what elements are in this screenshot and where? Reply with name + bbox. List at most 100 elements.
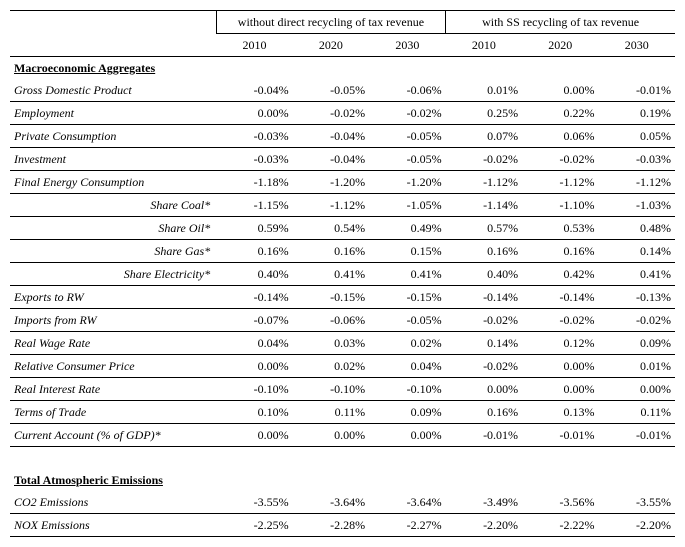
table-cell: -0.10% (216, 378, 292, 401)
table-cell: 0.16% (446, 240, 522, 263)
table-cell: 0.16% (293, 240, 369, 263)
group-header-2: with SS recycling of tax revenue (446, 11, 675, 34)
row-label: Employment (10, 102, 216, 125)
table-cell: -3.49% (446, 491, 522, 514)
row-label: Share Oil* (10, 217, 216, 240)
row-label: Share Electricity* (10, 263, 216, 286)
row-label: Exports to RW (10, 286, 216, 309)
table-cell: 0.41% (369, 263, 445, 286)
row-label: Relative Consumer Price (10, 355, 216, 378)
row-label: Terms of Trade (10, 401, 216, 424)
row-label: Imports from RW (10, 309, 216, 332)
table-cell: 0.02% (369, 332, 445, 355)
table-cell: 0.00% (369, 424, 445, 447)
table-cell: -1.15% (216, 194, 292, 217)
table-cell: -1.18% (216, 171, 292, 194)
table-cell: -1.05% (369, 194, 445, 217)
table-cell: 0.22% (522, 102, 598, 125)
table-cell: -0.02% (522, 309, 598, 332)
table-cell: -0.13% (599, 286, 675, 309)
table-cell: 0.01% (599, 355, 675, 378)
table-cell: 0.41% (599, 263, 675, 286)
table-cell: -2.28% (293, 514, 369, 537)
table-cell: -1.20% (369, 171, 445, 194)
table-cell: 0.57% (446, 217, 522, 240)
table-cell: 0.12% (522, 332, 598, 355)
table-cell: -0.02% (599, 309, 675, 332)
table-cell: -0.10% (293, 378, 369, 401)
table-cell: 0.04% (216, 332, 292, 355)
table-cell: 0.02% (293, 355, 369, 378)
table-cell: -0.02% (522, 148, 598, 171)
table-cell: 0.42% (522, 263, 598, 286)
table-cell: 0.04% (369, 355, 445, 378)
table-cell: -0.01% (599, 424, 675, 447)
table-cell: -0.05% (293, 79, 369, 102)
year-header: 2030 (599, 34, 675, 57)
table-cell: -3.64% (369, 491, 445, 514)
table-cell: -2.25% (216, 514, 292, 537)
year-header: 2020 (522, 34, 598, 57)
table-cell: 0.01% (446, 79, 522, 102)
table-cell: -2.27% (369, 514, 445, 537)
table-cell: 0.49% (369, 217, 445, 240)
table-cell: 0.16% (522, 240, 598, 263)
table-cell: -0.07% (216, 309, 292, 332)
table-cell: 0.00% (293, 424, 369, 447)
table-cell: -0.14% (522, 286, 598, 309)
blank-cell (10, 11, 216, 34)
table-cell: -1.14% (446, 194, 522, 217)
year-header: 2030 (369, 34, 445, 57)
table-cell: 0.15% (369, 240, 445, 263)
table-cell: -1.12% (522, 171, 598, 194)
table-cell: -0.03% (216, 148, 292, 171)
table-cell: -0.02% (369, 102, 445, 125)
table-cell: 0.00% (522, 355, 598, 378)
table-cell: 0.03% (293, 332, 369, 355)
table-cell: -3.55% (599, 491, 675, 514)
row-label: Real Interest Rate (10, 378, 216, 401)
table-cell: -0.02% (446, 309, 522, 332)
table-cell: 0.00% (522, 378, 598, 401)
table-cell: 0.19% (599, 102, 675, 125)
year-header: 2010 (446, 34, 522, 57)
table-cell: 0.00% (216, 102, 292, 125)
section-title-macro: Macroeconomic Aggregates (10, 57, 216, 80)
row-label: CO2 Emissions (10, 491, 216, 514)
table-cell: -3.55% (216, 491, 292, 514)
table-cell: -0.03% (216, 125, 292, 148)
row-label: Gross Domestic Product (10, 79, 216, 102)
table-cell: -1.12% (293, 194, 369, 217)
table-cell: -0.14% (446, 286, 522, 309)
group-header-1: without direct recycling of tax revenue (216, 11, 445, 34)
table-cell: 0.40% (446, 263, 522, 286)
table-cell: -2.22% (522, 514, 598, 537)
table-cell: -1.03% (599, 194, 675, 217)
row-label: Share Coal* (10, 194, 216, 217)
year-header: 2010 (216, 34, 292, 57)
table-cell: 0.16% (216, 240, 292, 263)
table-cell: -0.06% (293, 309, 369, 332)
row-label: Final Energy Consumption (10, 171, 216, 194)
table-cell: -0.05% (369, 125, 445, 148)
table-cell: -0.03% (599, 148, 675, 171)
table-cell: -0.05% (369, 148, 445, 171)
row-label: Investment (10, 148, 216, 171)
table-cell: 0.05% (599, 125, 675, 148)
table-cell: 0.41% (293, 263, 369, 286)
table-cell: 0.09% (369, 401, 445, 424)
table-cell: 0.00% (446, 378, 522, 401)
table-cell: -1.10% (522, 194, 598, 217)
table-cell: -0.01% (522, 424, 598, 447)
table-cell: -3.56% (522, 491, 598, 514)
table-cell: 0.25% (446, 102, 522, 125)
table-cell: 0.16% (446, 401, 522, 424)
table-cell: 0.40% (216, 263, 292, 286)
table-cell: -0.04% (293, 148, 369, 171)
row-label: NOX Emissions (10, 514, 216, 537)
year-header: 2020 (293, 34, 369, 57)
table-cell: 0.06% (522, 125, 598, 148)
table-cell: -2.20% (446, 514, 522, 537)
table-cell: -0.06% (369, 79, 445, 102)
table-cell: -3.64% (293, 491, 369, 514)
